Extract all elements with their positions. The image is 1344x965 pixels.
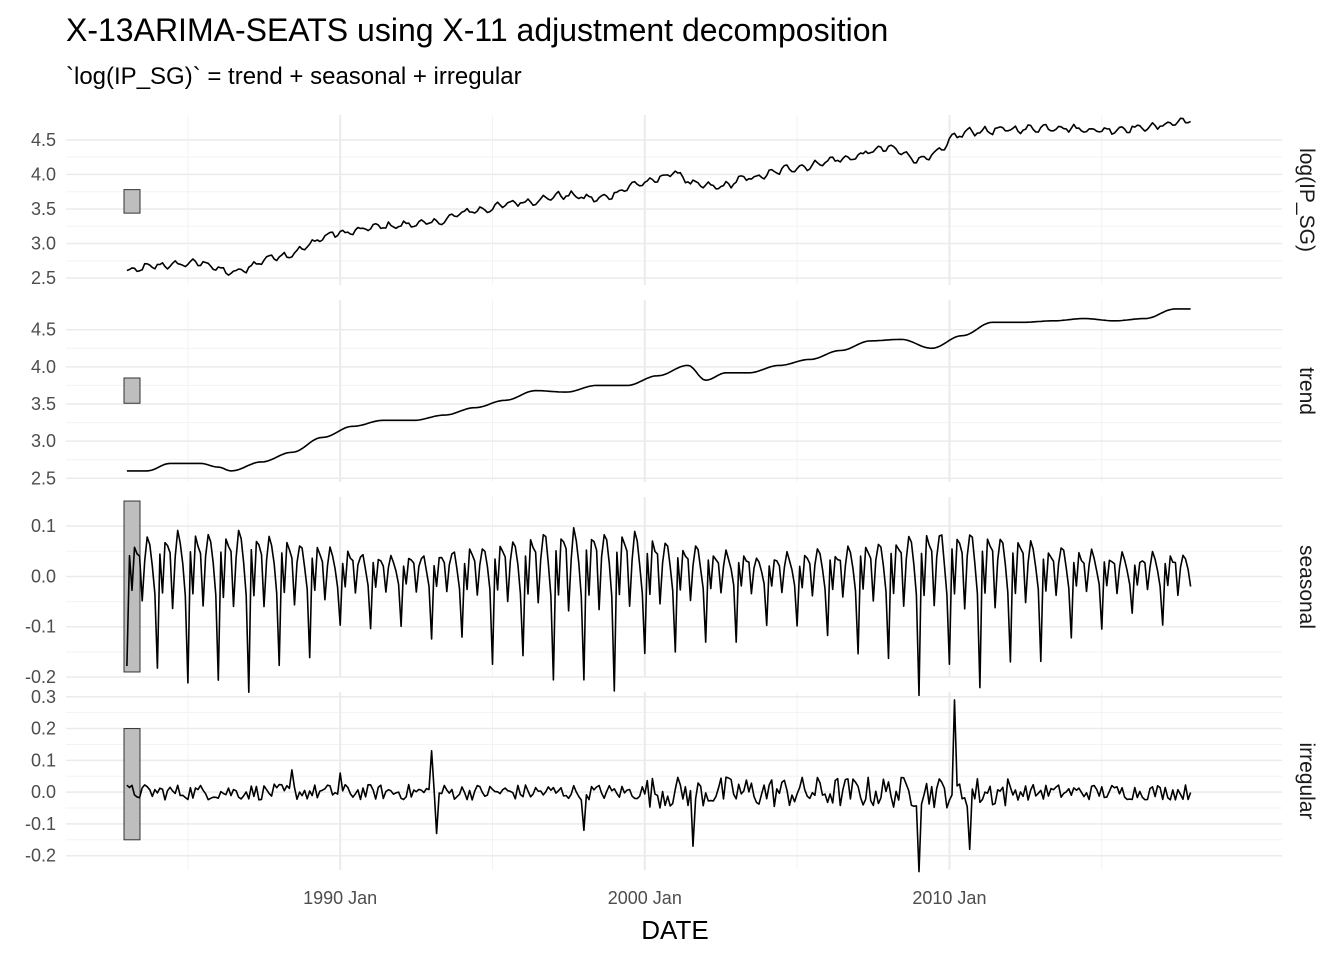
panel-1: 2.5 3.0 3.5 4.0 4.5 trend	[31, 300, 1318, 488]
series-line-trend	[126, 308, 1191, 472]
y-tick-label: 0.0	[31, 566, 56, 586]
panels-group: 2.5 3.0 3.5 4.0 4.5 log(IP_SG) 2.5 3.0 3.5 4.0 4.5…	[25, 115, 1318, 873]
y-tick-label: 3.5	[31, 199, 56, 219]
x-tick-label: 1990 Jan	[303, 888, 377, 908]
y-tick-label: 2.5	[31, 468, 56, 488]
y-tick-label: 0.3	[31, 687, 56, 707]
y-tick-label: 0.0	[31, 782, 56, 802]
y-tick-label: 3.5	[31, 394, 56, 414]
series-line-seasonal	[126, 527, 1192, 697]
y-tick-label: -0.1	[25, 814, 56, 834]
y-tick-label: 4.5	[31, 320, 56, 340]
y-tick-label: 4.5	[31, 130, 56, 150]
scale-bar	[123, 728, 141, 841]
y-tick-label: 0.1	[31, 750, 56, 770]
y-tick-label: 0.1	[31, 516, 56, 536]
x-axis: 1990 Jan 2000 Jan 2010 Jan	[303, 888, 986, 908]
panel-0: 2.5 3.0 3.5 4.0 4.5 log(IP_SG)	[31, 115, 1318, 288]
y-tick-label: 3.0	[31, 234, 56, 254]
strip-label: trend	[1295, 367, 1318, 415]
x-tick-label: 2000 Jan	[608, 888, 682, 908]
scale-bar	[123, 189, 141, 214]
series-line-irregular	[126, 699, 1192, 873]
y-tick-label: 0.2	[31, 719, 56, 739]
x-axis-label: DATE	[641, 915, 708, 945]
y-tick-label: 4.0	[31, 357, 56, 377]
y-tick-label: -0.2	[25, 846, 56, 866]
chart-subtitle: `log(IP_SG)` = trend + seasonal + irregu…	[66, 63, 522, 90]
scale-bar	[123, 377, 141, 404]
x-tick-label: 2010 Jan	[912, 888, 986, 908]
y-tick-label: -0.1	[25, 617, 56, 637]
panel-3: -0.2 -0.1 0.0 0.1 0.2 0.3 irregular	[25, 687, 1318, 873]
y-tick-label: 2.5	[31, 268, 56, 288]
strip-label: irregular	[1295, 742, 1318, 819]
strip-label: seasonal	[1295, 545, 1318, 629]
y-tick-label: 4.0	[31, 164, 56, 184]
panel-2: -0.2 -0.1 0.0 0.1 seasonal	[25, 497, 1318, 697]
strip-label: log(IP_SG)	[1295, 148, 1318, 252]
y-tick-label: -0.2	[25, 667, 56, 687]
chart-title: X-13ARIMA-SEATS using X-11 adjustment de…	[66, 12, 888, 48]
series-line-logipsg	[126, 117, 1191, 276]
y-tick-label: 3.0	[31, 431, 56, 451]
